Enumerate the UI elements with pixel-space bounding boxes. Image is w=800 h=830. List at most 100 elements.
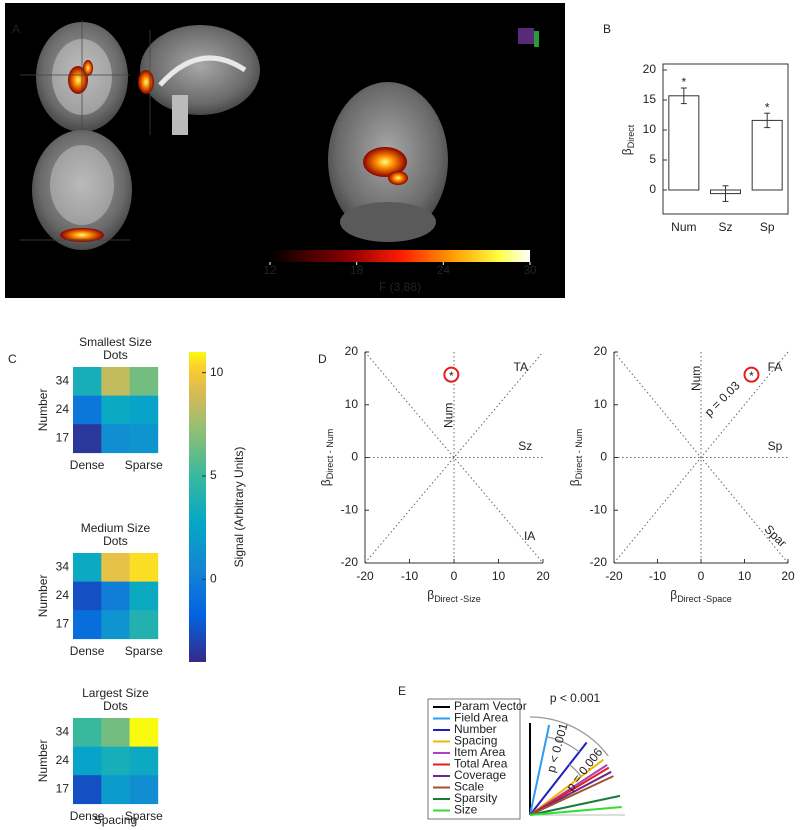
colorbar-tick-label: 0	[210, 572, 217, 586]
y-tick-label: 0	[649, 182, 656, 196]
x-tick-label: Sp	[760, 220, 775, 234]
legend-label: Coverage	[454, 768, 506, 782]
data-point	[743, 366, 760, 383]
heatmap-cell	[73, 424, 102, 454]
significance-marker: *	[765, 100, 770, 114]
colorbar-tick-label: 5	[210, 468, 217, 482]
heatmap-cell	[129, 775, 159, 805]
y-tick-label: 34	[56, 559, 70, 573]
colorbar-tick-label: 10	[210, 365, 224, 379]
y-tick-label: 20	[594, 344, 608, 358]
heatmap-cell	[129, 610, 159, 640]
legend-label: Spacing	[454, 734, 497, 748]
heatmap-cell	[73, 746, 102, 776]
colorbar	[189, 352, 206, 662]
p-value-annotation: p = 0.03	[702, 378, 743, 419]
reference-line-label: Num	[689, 366, 703, 391]
reference-line-label: TA	[514, 360, 528, 374]
heatmap-cell	[129, 746, 159, 776]
y-tick-label: -10	[341, 502, 359, 516]
heatmap-cell	[101, 610, 130, 640]
heatmap-cell	[101, 718, 130, 747]
x-axis-label-symbol: β	[427, 588, 434, 602]
colorbar	[270, 250, 530, 262]
heatmap-cell	[73, 775, 102, 805]
heatmap-cell	[101, 581, 130, 611]
reference-line-label: FA	[768, 360, 783, 374]
legend-label: Sparsity	[454, 791, 497, 805]
y-tick-label: 20	[345, 344, 359, 358]
significance-marker: *	[681, 75, 686, 89]
x-tick-label: 10	[738, 569, 752, 583]
x-axis-label: βDirect -Size	[427, 588, 480, 604]
vector	[529, 758, 605, 816]
y-axis-label: Number	[36, 575, 50, 618]
x-tick-label: 20	[781, 569, 795, 583]
heatmap-cell	[101, 395, 130, 425]
panel-letter: B	[603, 22, 611, 36]
x-axis-label-symbol: β	[670, 588, 677, 602]
heatmap-title: Largest Size	[82, 686, 149, 700]
heatmap-cell	[73, 553, 102, 582]
y-tick-label: 5	[649, 152, 656, 166]
y-axis-label: Number	[36, 389, 50, 432]
colorbar-label: Signal (Arbitrary Units)	[232, 447, 246, 568]
angle-arc	[529, 716, 609, 757]
x-tick-label: Sparse	[125, 809, 163, 823]
heatmap-cell	[129, 581, 159, 611]
legend-label: Item Area	[454, 745, 506, 759]
x-tick-label: Sparse	[125, 458, 163, 472]
y-tick-label: 10	[594, 397, 608, 411]
x-tick-label: -10	[401, 569, 419, 583]
y-tick-label: 0	[351, 450, 358, 464]
y-tick-label: 34	[56, 373, 70, 387]
legend-label: Total Area	[454, 757, 508, 771]
x-tick-label: -20	[356, 569, 374, 583]
legend-label: Scale	[454, 780, 484, 794]
y-axis-label-symbol: β	[568, 479, 582, 486]
colorbar-tick-label: 18	[350, 263, 364, 277]
y-tick-label: 17	[56, 617, 70, 631]
vector	[529, 741, 588, 816]
x-axis-label: Spacing	[94, 813, 137, 827]
x-tick-label: Dense	[70, 458, 105, 472]
y-tick-label: 24	[56, 753, 70, 767]
heatmap-cell	[73, 395, 102, 425]
panel-letter: C	[8, 352, 17, 366]
y-axis-label-symbol: β	[620, 148, 634, 155]
x-tick-label: Dense	[70, 644, 105, 658]
reference-line-label: Sp	[768, 439, 783, 453]
data-point-label: *	[749, 369, 754, 383]
x-axis-label-subscript: Direct -Size	[434, 594, 481, 604]
legend-label: Param Vector	[454, 699, 527, 713]
heatmap-cell	[73, 718, 102, 747]
y-axis-label: βDirect - Num	[319, 429, 335, 486]
heatmap-cell	[101, 746, 130, 776]
y-axis-label: βDirect - Num	[568, 429, 584, 486]
y-tick-label: 0	[600, 450, 607, 464]
heatmap-cell	[73, 367, 102, 396]
bar	[751, 119, 783, 191]
heatmap-cell	[129, 553, 159, 582]
heatmap-cell	[73, 581, 102, 611]
x-tick-label: Num	[671, 220, 696, 234]
y-axis-label-subscript: Direct - Num	[574, 429, 584, 480]
colorbar-tick-label: 30	[523, 263, 537, 277]
vector	[529, 794, 621, 816]
heatmap-cell	[101, 553, 130, 582]
y-tick-label: 24	[56, 402, 70, 416]
x-tick-label: -20	[605, 569, 623, 583]
heatmap-cell	[101, 775, 130, 805]
brain-images	[20, 20, 539, 250]
heatmap-title: Smallest Size	[79, 335, 152, 349]
y-tick-label: 15	[643, 92, 657, 106]
reference-line-label: Sz	[518, 439, 532, 453]
colorbar-label: F (3,88)	[379, 280, 421, 294]
reference-line-label: Num	[442, 403, 456, 428]
plot-frame	[662, 63, 789, 215]
x-axis-label: βDirect -Space	[670, 588, 731, 604]
bar	[668, 95, 700, 191]
x-tick-label: 20	[536, 569, 550, 583]
y-tick-label: 10	[345, 397, 359, 411]
